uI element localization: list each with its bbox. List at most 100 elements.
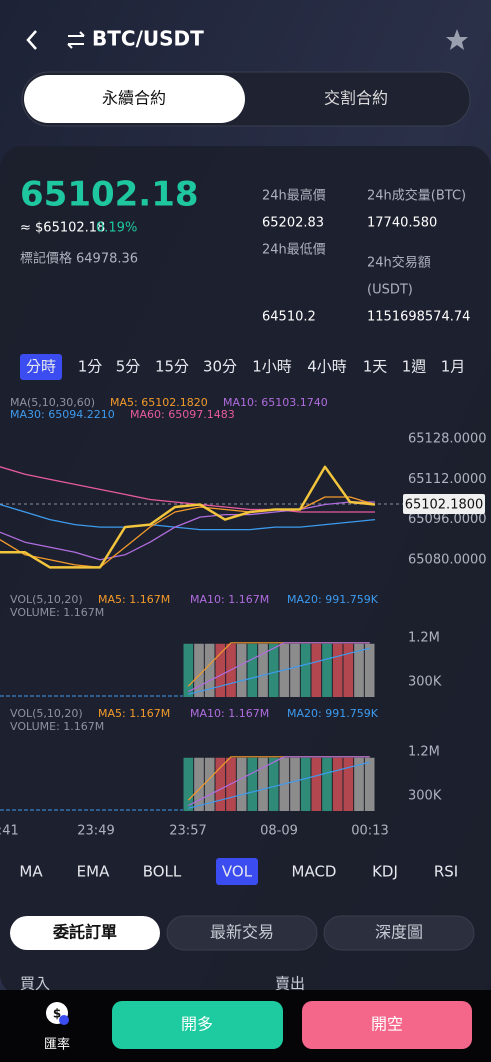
- volume-ma-line: [188, 761, 370, 809]
- rate-icon-glyph: $: [53, 1007, 61, 1021]
- volume-bar: [204, 757, 215, 811]
- price-line: [0, 466, 375, 513]
- interval-selected: [20, 354, 62, 380]
- volume-bar: [343, 757, 354, 811]
- indicator[interactable]: BOLL: [143, 863, 182, 881]
- favorite-star[interactable]: [446, 29, 468, 50]
- volume-bar: [290, 757, 300, 811]
- vol-legend: MA10: 1.167M: [190, 593, 269, 606]
- short-button[interactable]: [302, 1001, 472, 1049]
- interval[interactable]: 1週: [402, 358, 427, 376]
- y-tick-label: 300K: [408, 789, 442, 804]
- long-label[interactable]: 開多: [181, 1015, 213, 1034]
- vol-legend: MA10: 1.167M: [190, 707, 269, 720]
- mark-price: 64978.36: [76, 252, 138, 267]
- swap-icon[interactable]: [67, 31, 85, 49]
- volume-label: 24h成交量(BTC): [367, 188, 466, 204]
- volume-bar: [332, 757, 343, 811]
- price-line: [0, 501, 375, 561]
- high-label: 24h最高價: [262, 188, 326, 204]
- vol-legend-title: VOL(5,10,20): [10, 707, 83, 720]
- price-line: [0, 465, 376, 569]
- order-tab-label[interactable]: 深度圖: [375, 923, 423, 942]
- x-tick-label: 08-09: [260, 824, 298, 839]
- order-tab-label[interactable]: 委託訂單: [52, 923, 117, 942]
- ma-legend: MA10: 65103.1740: [223, 396, 328, 409]
- vol-volume-label: VOLUME: 1.167M: [10, 720, 104, 733]
- order-tab[interactable]: [323, 915, 475, 951]
- interval[interactable]: 1月: [441, 358, 466, 376]
- turnover-unit: (USDT): [367, 283, 413, 298]
- volume-bar: [322, 643, 332, 697]
- vol-legend-title: VOL(5,10,20): [10, 593, 83, 606]
- interval[interactable]: 4小時: [307, 358, 347, 376]
- long-button[interactable]: [112, 1001, 283, 1049]
- volume-bar: [247, 757, 258, 811]
- volume-bar: [247, 643, 258, 697]
- last-price: 65102.18: [20, 175, 199, 215]
- volume-bar: [258, 643, 268, 697]
- contract-tab[interactable]: 交割合約: [324, 89, 388, 108]
- volume-bar: [332, 643, 343, 697]
- volume-bar: [311, 757, 322, 811]
- volume-bar: [300, 643, 311, 697]
- mark-label: 標記價格: [20, 251, 72, 267]
- short-label[interactable]: 開空: [371, 1015, 403, 1034]
- ma-legend: MA5: 65102.1820: [110, 396, 208, 409]
- low: 64510.2: [262, 310, 316, 325]
- y-tick-label: 65112.0000: [408, 472, 487, 487]
- indicator[interactable]: RSI: [434, 863, 458, 881]
- volume-ma-line: [188, 647, 370, 695]
- pair-title: BTC/USDT: [92, 27, 204, 51]
- x-tick-label: 23:57: [169, 824, 206, 839]
- last-price-label: 65102.1800: [405, 498, 484, 513]
- usd-price: ≈ $65102.18: [20, 221, 105, 236]
- order-tab-label[interactable]: 最新交易: [210, 923, 274, 942]
- volume-bar: [364, 757, 375, 811]
- back-button[interactable]: [26, 30, 37, 50]
- volume-bar: [311, 643, 322, 697]
- indicator[interactable]: EMA: [77, 863, 110, 881]
- vol-legend: MA5: 1.167M: [98, 707, 170, 720]
- interval[interactable]: 1分: [78, 358, 103, 376]
- vol-legend: MA20: 991.759K: [287, 593, 379, 606]
- volume-bar: [322, 757, 332, 811]
- price-line: [0, 496, 376, 569]
- y-tick-label: 65128.0000: [408, 432, 487, 447]
- indicator[interactable]: VOL: [222, 863, 253, 881]
- volume-bar: [215, 643, 226, 697]
- volume-bar: [268, 643, 279, 697]
- interval[interactable]: 1天: [363, 358, 388, 376]
- interval[interactable]: 分時: [26, 358, 56, 376]
- x-tick-label: 23:41: [0, 824, 19, 839]
- x-tick-label: 23:49: [77, 824, 114, 839]
- volume-ma-line: [188, 756, 370, 807]
- volume-ma-line: [188, 642, 370, 693]
- y-tick-label: 300K: [408, 675, 442, 690]
- volume-bar: [354, 757, 364, 811]
- indicator[interactable]: MA: [19, 863, 43, 881]
- interval[interactable]: 5分: [116, 358, 141, 376]
- order-tab[interactable]: [166, 915, 318, 951]
- rate-label[interactable]: 匯率: [44, 1037, 70, 1053]
- interval[interactable]: 1小時: [252, 358, 292, 376]
- ma-legend: MA60: 65097.1483: [130, 408, 235, 421]
- vol-legend: MA20: 991.759K: [287, 707, 379, 720]
- y-tick-label: 65096.0000: [408, 512, 487, 527]
- y-tick-label: 1.2M: [408, 744, 440, 759]
- interval[interactable]: 30分: [203, 358, 237, 376]
- indicator-selected: [216, 858, 258, 885]
- last-price-tag: [403, 494, 485, 515]
- vol-volume-label: VOLUME: 1.167M: [10, 606, 104, 619]
- volume-bar: [215, 757, 226, 811]
- contract-tab[interactable]: 永續合約: [102, 89, 166, 108]
- volume-bar: [258, 757, 268, 811]
- indicator[interactable]: MACD: [292, 863, 337, 881]
- volume-bar: [204, 643, 215, 697]
- indicator[interactable]: KDJ: [372, 863, 398, 881]
- interval[interactable]: 15分: [155, 358, 189, 376]
- volume-bar: [290, 643, 300, 697]
- order-tab[interactable]: [10, 916, 160, 950]
- y-tick-label: 65080.0000: [408, 552, 487, 567]
